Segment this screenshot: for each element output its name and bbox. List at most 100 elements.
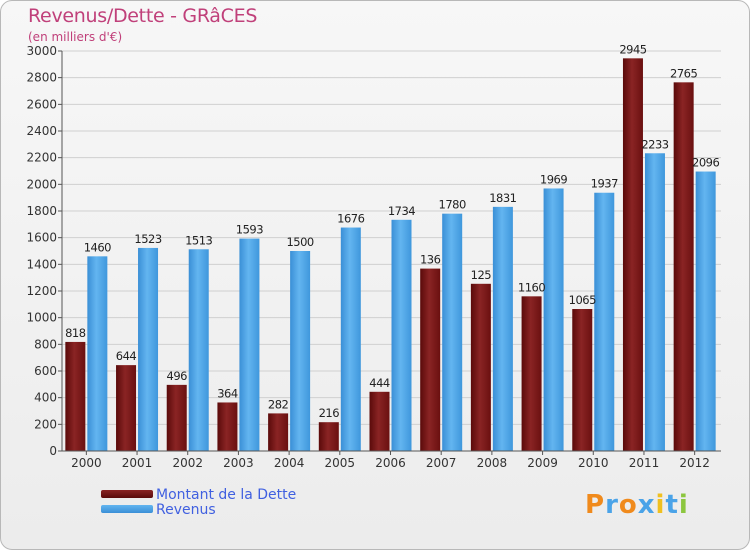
- bar-revenue: [644, 153, 665, 451]
- data-label-revenue: 1500: [286, 235, 313, 249]
- x-tick-label: 2000: [71, 456, 102, 470]
- data-label-debt: 818: [65, 326, 86, 340]
- proxiti-logo: Proxiti: [585, 490, 689, 520]
- data-label-debt: 444: [369, 376, 390, 390]
- bar-revenue: [391, 219, 412, 451]
- bar-debt: [166, 384, 187, 451]
- data-label-debt: 125: [471, 268, 492, 282]
- data-label-revenue: 1593: [236, 223, 263, 237]
- data-label-revenue: 1734: [388, 204, 415, 218]
- data-label-debt: 282: [268, 397, 289, 411]
- y-tick-label: 2000: [26, 177, 57, 191]
- y-tick-label: 1400: [26, 257, 57, 271]
- data-label-revenue: 1523: [134, 232, 161, 246]
- y-tick-label: 2400: [26, 124, 57, 138]
- y-tick-label: 1200: [26, 284, 57, 298]
- y-tick-label: 800: [34, 337, 57, 351]
- logo-letter: r: [605, 490, 619, 520]
- y-tick-label: 200: [34, 417, 57, 431]
- x-tick-label: 2002: [172, 456, 203, 470]
- legend-label-debt: Montant de la Dette: [156, 487, 297, 503]
- x-tick-label: 2005: [325, 456, 356, 470]
- data-label-debt: 136: [420, 253, 441, 267]
- data-label-debt: 2945: [619, 42, 646, 56]
- y-tick-label: 1600: [26, 231, 57, 245]
- bar-revenue: [290, 251, 311, 451]
- x-tick-label: 2008: [477, 456, 508, 470]
- bar-revenue: [594, 192, 615, 451]
- logo-letter: t: [665, 490, 679, 520]
- bar-debt: [369, 391, 390, 451]
- bar-debt: [116, 365, 137, 451]
- x-tick-label: 2012: [679, 456, 710, 470]
- y-tick-label: 2600: [26, 97, 57, 111]
- logo-letter: i: [678, 490, 689, 520]
- bar-revenue: [492, 206, 513, 451]
- logo-letter: o: [618, 490, 638, 520]
- bars: [65, 58, 716, 452]
- data-labels: 818 1460 644 1523 496 1513 364 1593 282 1500 216 16…: [65, 42, 720, 420]
- bar-debt: [268, 413, 289, 451]
- x-tick-label: 2009: [527, 456, 558, 470]
- legend-label-revenue: Revenus: [156, 502, 216, 518]
- data-label-revenue: 1676: [337, 212, 364, 226]
- legend-swatch-debt: [101, 490, 153, 498]
- y-tick-label: 1800: [26, 204, 57, 218]
- bar-debt: [622, 58, 643, 451]
- bar-debt: [470, 283, 491, 451]
- data-label-revenue: 1831: [489, 191, 516, 205]
- y-tick-label: 0: [49, 444, 57, 458]
- logo-letter: x: [637, 490, 656, 520]
- bar-revenue: [239, 238, 260, 451]
- x-tick-label: 2007: [426, 456, 457, 470]
- data-label-debt: 2765: [670, 66, 697, 80]
- x-tick-label: 2011: [629, 456, 660, 470]
- data-label-debt: 644: [116, 349, 137, 363]
- bar-debt: [65, 341, 86, 451]
- axes: 0 200 400 600 800 1000 1200 1400 1600 1800 2000 220…: [26, 44, 721, 470]
- data-label-debt: 496: [167, 369, 188, 383]
- logo-letter: P: [585, 490, 606, 520]
- y-tick-label: 400: [34, 391, 57, 405]
- data-label-debt: 1065: [569, 293, 596, 307]
- data-label-revenue: 1969: [540, 172, 567, 186]
- data-label-revenue: 1513: [185, 233, 212, 247]
- bar-revenue: [543, 188, 564, 451]
- bar-debt: [318, 422, 339, 451]
- bar-revenue: [188, 249, 209, 451]
- data-label-revenue: 1780: [439, 198, 466, 212]
- chart-subtitle: (en milliers d'€): [28, 30, 123, 44]
- x-tick-label: 2004: [274, 456, 305, 470]
- y-tick-label: 600: [34, 364, 57, 378]
- bar-debt: [521, 296, 542, 451]
- data-label-debt: 364: [217, 386, 238, 400]
- logo-letter: i: [655, 490, 666, 520]
- y-tick-label: 2200: [26, 151, 57, 165]
- bar-revenue: [695, 171, 716, 452]
- data-label-debt: 1160: [518, 280, 545, 294]
- data-label-debt: 216: [319, 406, 340, 420]
- bar-debt: [572, 309, 593, 451]
- data-label-revenue: 2096: [692, 156, 719, 170]
- y-tick-label: 1000: [26, 311, 57, 325]
- x-tick-label: 2006: [375, 456, 406, 470]
- data-label-revenue: 2233: [641, 137, 668, 151]
- data-label-revenue: 1460: [84, 240, 111, 254]
- x-tick-label: 2001: [122, 456, 153, 470]
- data-label-revenue: 1937: [591, 177, 618, 191]
- bar-revenue: [340, 227, 361, 451]
- y-tick-label: 3000: [26, 44, 57, 58]
- bar-debt: [420, 268, 441, 451]
- chart-title: Revenus/Dette - GRâCES: [28, 5, 258, 27]
- bar-revenue: [442, 213, 463, 451]
- x-tick-label: 2010: [578, 456, 609, 470]
- bar-debt: [217, 402, 238, 451]
- bar-debt: [673, 82, 694, 451]
- y-tick-label: 2800: [26, 71, 57, 85]
- bar-revenue: [138, 247, 159, 451]
- x-tick-label: 2003: [223, 456, 254, 470]
- bar-revenue: [87, 256, 108, 451]
- legend-swatch-revenue: [101, 505, 153, 513]
